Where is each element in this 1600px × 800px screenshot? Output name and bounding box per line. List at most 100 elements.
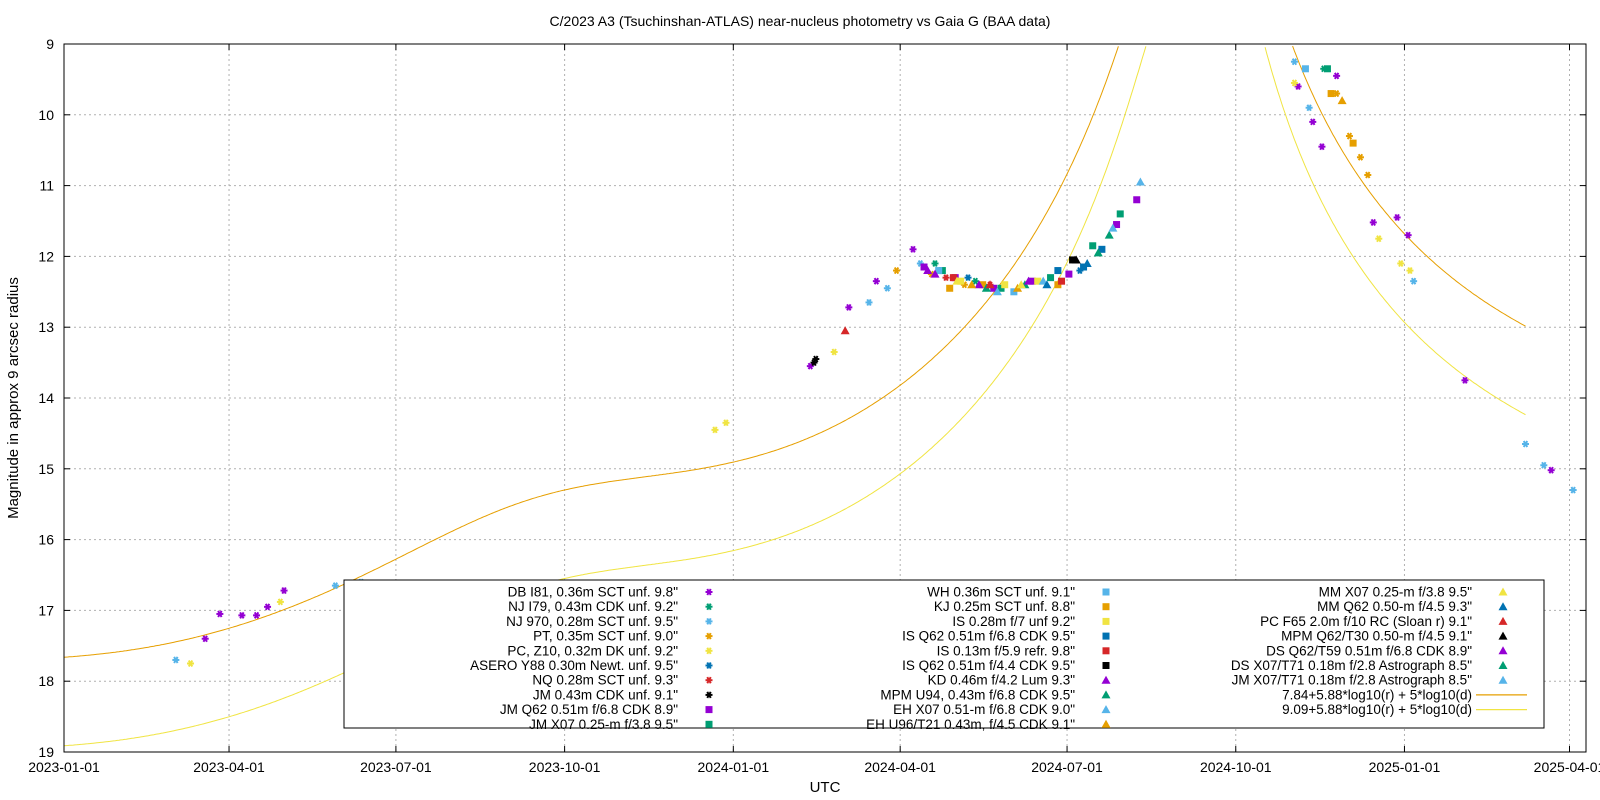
data-point-s3-4: [1345, 132, 1353, 140]
y-tick-label: 18: [38, 673, 54, 689]
legend-marker-22: [1498, 616, 1508, 625]
x-tick-label: 2023-04-01: [193, 759, 265, 775]
data-point-s8-0: [920, 263, 928, 271]
legend-label: JM X07/T71 0.18m f/2.8 Astrograph 8.5": [1232, 673, 1473, 688]
legend-label: 7.84+5.88*log10(r) + 5*log10(d): [1282, 687, 1472, 702]
x-axis-ticks: 2023-01-01 2023-04-01 2023-07-01 2023-10-01…: [28, 44, 1600, 775]
legend-label: MM Q62 0.50-m f/4.5 9.3": [1317, 599, 1472, 614]
data-point-s14-0: [949, 274, 957, 282]
legend-label: DB I81, 0.36m SCT unf. 9.8": [508, 585, 679, 600]
data-point-s2-10: [1540, 461, 1548, 469]
data-point-s12-0: [957, 277, 965, 285]
data-point-s12-2: [1034, 277, 1042, 285]
chart-title: C/2023 A3 (Tsuchinshan-ATLAS) near-nucle…: [550, 13, 1051, 29]
data-point-s8-5: [1113, 221, 1121, 229]
data-point-s11-3: [1327, 90, 1335, 98]
data-point-s0-4: [264, 603, 272, 611]
data-point-s0-14: [1369, 218, 1377, 226]
legend-marker-14: [1102, 647, 1110, 655]
data-point-s22-0: [840, 326, 850, 335]
data-point-s2-4: [883, 284, 891, 292]
legend-label: IS 0.28m f/7 unf 9.2": [952, 614, 1075, 629]
legend-label: MM X07 0.25-m f/3.8 9.5": [1319, 585, 1473, 600]
legend-marker-25: [1498, 661, 1508, 669]
y-tick-label: 16: [38, 532, 54, 548]
x-tick-label: 2024-04-01: [864, 759, 936, 775]
y-axis-label: Magnitude in approx 9 arcsec radius: [5, 277, 22, 519]
data-point-s2-0: [172, 656, 180, 664]
x-tick-label: 2024-07-01: [1031, 759, 1103, 775]
data-point-s9-1: [997, 284, 1005, 292]
y-tick-label: 10: [38, 107, 54, 123]
legend-marker-7: [705, 691, 713, 699]
data-point-s7-1: [812, 355, 820, 363]
data-point-s4-5: [1290, 79, 1298, 87]
data-point-s14-1: [1058, 277, 1066, 285]
y-axis-ticks: 9 10 11 12 13 14 15 16 17 18 19: [38, 36, 1586, 760]
data-point-s4-8: [1406, 267, 1414, 275]
x-tick-label: 2023-01-01: [28, 759, 100, 775]
data-point-s0-8: [872, 277, 880, 285]
data-point-s16-1: [974, 280, 984, 289]
data-point-s0-11: [1309, 118, 1317, 126]
data-point-s4-4: [830, 348, 838, 356]
x-axis-label: UTC: [810, 779, 841, 796]
data-point-s9-2: [1047, 274, 1055, 282]
data-point-s11-1: [979, 281, 987, 289]
legend-label: DS Q62/T59 0.51m f/6.8 CDK 8.9": [1266, 643, 1472, 658]
legend-label: PC, Z10, 0.32m DK unf. 9.2": [507, 643, 678, 658]
data-point-s8-3: [1028, 277, 1036, 285]
legend-label: EH U96/T21 0.43m, f/4.5 CDK 9.1": [866, 717, 1075, 732]
data-point-s9-3: [1089, 242, 1097, 250]
data-point-s0-3: [253, 611, 261, 619]
legend-label: WH 0.36m SCT unf. 9.1": [927, 585, 1075, 600]
x-tick-label: 2023-10-01: [529, 759, 601, 775]
data-point-s10-1: [1010, 288, 1018, 296]
y-tick-label: 19: [38, 744, 54, 760]
data-point-s11-0: [946, 284, 954, 292]
data-point-s11-4: [1349, 139, 1357, 147]
data-point-s4-2: [711, 426, 719, 434]
data-point-s13-1: [1080, 263, 1088, 271]
data-point-s4-1: [276, 598, 284, 606]
legend-label: EH X07 0.51-m f/6.8 CDK 9.0": [893, 702, 1075, 717]
legend-label: ASERO Y88 0.30m Newt. unf. 9.5": [470, 658, 678, 673]
data-point-s0-6: [806, 362, 814, 370]
data-point-s0-1: [216, 610, 224, 618]
legend-label: NJ I79, 0.43m CDK unf. 9.2": [508, 599, 678, 614]
data-point-s2-11: [1569, 486, 1577, 494]
data-point-s3-0: [893, 267, 901, 275]
legend-marker-11: [1102, 603, 1110, 611]
x-tick-label: 2024-10-01: [1200, 759, 1272, 775]
legend-marker-15: [1102, 662, 1110, 669]
data-point-s18-2: [1135, 177, 1145, 186]
y-tick-label: 17: [38, 602, 54, 618]
x-tick-label: 2025-01-01: [1369, 759, 1441, 775]
legend-marker-5: [705, 661, 713, 670]
legend-marker-18: [1101, 705, 1111, 714]
data-point-s13-0: [1054, 267, 1062, 275]
legend-label: PC F65 2.0m f/10 RC (Sloan r) 9.1": [1260, 614, 1472, 629]
data-point-s24-1: [1024, 276, 1034, 285]
legend-marker-9: [705, 720, 713, 728]
legend-marker-6: [705, 676, 713, 684]
data-point-s4-0: [187, 659, 195, 668]
legend-marker-4: [705, 647, 713, 655]
data-point-s15-0: [1069, 256, 1077, 264]
data-point-s17-2: [1104, 230, 1114, 239]
legend-label: KJ 0.25m SCT unf. 8.8": [934, 599, 1075, 614]
x-tick-label: 2023-07-01: [360, 759, 432, 775]
data-point-s0-18: [1547, 466, 1555, 474]
legend-label: MPM Q62/T30 0.50-m f/4.5 9.1": [1281, 629, 1472, 644]
legend-marker-13: [1102, 632, 1110, 640]
legend-marker-20: [1498, 587, 1508, 596]
legend-label: JM Q62 0.51m f/6.8 CDK 8.9": [500, 702, 678, 717]
data-point-s0-17: [1461, 376, 1469, 384]
legend-marker-16: [1101, 675, 1111, 684]
legend-marker-8: [705, 706, 713, 714]
legend-label: DS X07/T71 0.18m f/2.8 Astrograph 8.5": [1231, 658, 1472, 673]
data-point-s13-2: [1098, 245, 1106, 253]
legend-label: JM X07 0.25-m f/3.8 9.5": [529, 717, 678, 732]
model-curves: [63, 45, 1526, 747]
data-point-s0-7: [845, 303, 853, 311]
